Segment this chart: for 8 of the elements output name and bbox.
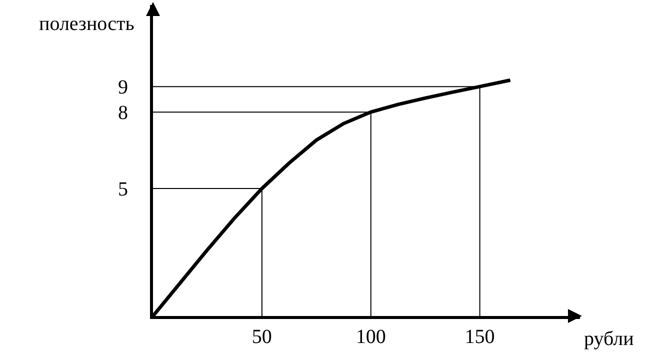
x-tick-label: 50 <box>252 326 272 348</box>
y-tick-label: 8 <box>118 102 128 124</box>
y-axis-title: полезность <box>39 13 134 35</box>
y-tick-label: 9 <box>118 76 128 99</box>
x-tick-label: 100 <box>356 326 386 348</box>
y-tick-label: 5 <box>118 178 128 201</box>
x-axis-title: рубли <box>584 328 634 350</box>
x-tick-label: 150 <box>464 326 495 348</box>
